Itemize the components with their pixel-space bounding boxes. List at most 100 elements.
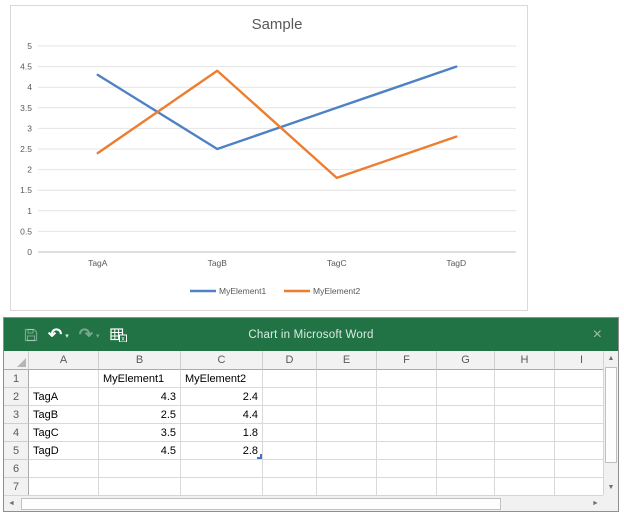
cell-F7[interactable] (377, 478, 437, 495)
vertical-scrollbar[interactable]: ▲ ▼ (603, 351, 618, 495)
cell-C2[interactable]: 2.4 (181, 388, 263, 406)
column-header-B[interactable]: B (99, 351, 181, 370)
column-header-I[interactable]: I (555, 351, 603, 370)
cell-E3[interactable] (317, 406, 377, 424)
cell-F2[interactable] (377, 388, 437, 406)
row-header-5[interactable]: 5 (4, 442, 29, 460)
row-header-6[interactable]: 6 (4, 460, 29, 478)
cell-G7[interactable] (437, 478, 495, 495)
edit-data-in-excel-icon[interactable]: x (109, 327, 127, 342)
cell-I4[interactable] (555, 424, 603, 442)
cell-E4[interactable] (317, 424, 377, 442)
cell-A1[interactable] (29, 370, 99, 388)
cell-F3[interactable] (377, 406, 437, 424)
scroll-down-icon[interactable]: ▼ (607, 484, 615, 491)
cell-E1[interactable] (317, 370, 377, 388)
cell-D7[interactable] (263, 478, 317, 495)
cell-E2[interactable] (317, 388, 377, 406)
cell-G3[interactable] (437, 406, 495, 424)
row-header-2[interactable]: 2 (4, 388, 29, 406)
cell-G2[interactable] (437, 388, 495, 406)
cell-E7[interactable] (317, 478, 377, 495)
scroll-left-icon[interactable]: ◄ (8, 500, 15, 507)
column-header-D[interactable]: D (263, 351, 317, 370)
cell-G5[interactable] (437, 442, 495, 460)
cell-C3[interactable]: 4.4 (181, 406, 263, 424)
cell-H4[interactable] (495, 424, 555, 442)
cell-G4[interactable] (437, 424, 495, 442)
cell-C6[interactable] (181, 460, 263, 478)
cell-C4[interactable]: 1.8 (181, 424, 263, 442)
close-icon[interactable]: × (592, 325, 602, 343)
cell-I5[interactable] (555, 442, 603, 460)
cell-B4[interactable]: 3.5 (99, 424, 181, 442)
cell-B3[interactable]: 2.5 (99, 406, 181, 424)
undo-button[interactable]: ↶ ▾ (48, 326, 69, 343)
cell-B2[interactable]: 4.3 (99, 388, 181, 406)
cell-F1[interactable] (377, 370, 437, 388)
undo-dropdown-caret[interactable]: ▾ (65, 333, 69, 340)
cell-H6[interactable] (495, 460, 555, 478)
cell-D1[interactable] (263, 370, 317, 388)
row-header-3[interactable]: 3 (4, 406, 29, 424)
cell-E5[interactable] (317, 442, 377, 460)
cell-D4[interactable] (263, 424, 317, 442)
column-header-C[interactable]: C (181, 351, 263, 370)
cell-A4[interactable]: TagC (29, 424, 99, 442)
cell-C1[interactable]: MyElement2 (181, 370, 263, 388)
column-header-G[interactable]: G (437, 351, 495, 370)
svg-text:MyElement1: MyElement1 (219, 286, 267, 296)
word-chart-object[interactable]: Sample 0 0.5 1 1.5 2 2.5 3 3.5 4 4.5 5 TagA TagB TagC T… (10, 5, 528, 311)
column-header-A[interactable]: A (29, 351, 99, 370)
cell-H7[interactable] (495, 478, 555, 495)
excel-titlebar[interactable]: ↶ ▾ ↷ ▾ x (4, 318, 618, 351)
cell-A7[interactable] (29, 478, 99, 495)
select-all-corner[interactable] (4, 351, 29, 370)
cell-B6[interactable] (99, 460, 181, 478)
horizontal-scrollbar[interactable]: ◄ ► (4, 495, 603, 511)
save-icon[interactable] (24, 328, 38, 342)
cell-D6[interactable] (263, 460, 317, 478)
cell-H3[interactable] (495, 406, 555, 424)
redo-button[interactable]: ↷ ▾ (79, 326, 100, 343)
cell-I7[interactable] (555, 478, 603, 495)
redo-dropdown-caret[interactable]: ▾ (96, 333, 100, 340)
cell-B1[interactable]: MyElement1 (99, 370, 181, 388)
vertical-scroll-thumb[interactable] (605, 367, 617, 463)
cell-H2[interactable] (495, 388, 555, 406)
cell-I1[interactable] (555, 370, 603, 388)
cell-C7[interactable] (181, 478, 263, 495)
cell-I3[interactable] (555, 406, 603, 424)
cell-B5[interactable]: 4.5 (99, 442, 181, 460)
cell-D2[interactable] (263, 388, 317, 406)
cell-A6[interactable] (29, 460, 99, 478)
cell-G6[interactable] (437, 460, 495, 478)
horizontal-scroll-thumb[interactable] (21, 497, 501, 510)
cell-F6[interactable] (377, 460, 437, 478)
row-header-1[interactable]: 1 (4, 370, 29, 388)
column-header-F[interactable]: F (377, 351, 437, 370)
svg-text:x: x (121, 336, 125, 342)
scroll-up-icon[interactable]: ▲ (607, 355, 615, 362)
cell-I2[interactable] (555, 388, 603, 406)
cell-F5[interactable] (377, 442, 437, 460)
cell-E6[interactable] (317, 460, 377, 478)
scroll-right-icon[interactable]: ► (592, 500, 599, 507)
cell-H1[interactable] (495, 370, 555, 388)
cell-D3[interactable] (263, 406, 317, 424)
column-header-H[interactable]: H (495, 351, 555, 370)
cell-B7[interactable] (99, 478, 181, 495)
cell-C5[interactable]: 2.8 (181, 442, 263, 460)
cell-G1[interactable] (437, 370, 495, 388)
cell-D5[interactable] (263, 442, 317, 460)
cell-A2[interactable]: TagA (29, 388, 99, 406)
range-end-handle[interactable] (257, 454, 262, 459)
row-header-7[interactable]: 7 (4, 478, 29, 495)
row-header-4[interactable]: 4 (4, 424, 29, 442)
cell-A3[interactable]: TagB (29, 406, 99, 424)
cell-A5[interactable]: TagD (29, 442, 99, 460)
column-header-E[interactable]: E (317, 351, 377, 370)
cell-H5[interactable] (495, 442, 555, 460)
cell-I6[interactable] (555, 460, 603, 478)
cell-F4[interactable] (377, 424, 437, 442)
